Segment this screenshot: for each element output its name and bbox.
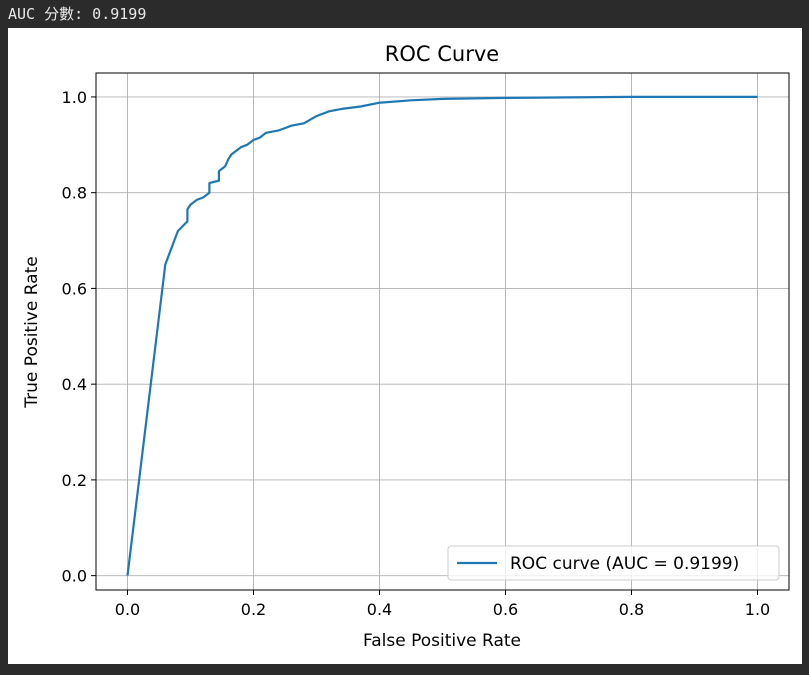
legend-label-roc: ROC curve (AUC = 0.9199)	[510, 554, 739, 574]
grid-lines	[96, 73, 789, 590]
series-line-roc	[126, 95, 758, 576]
y-tick-label: 0.0	[62, 567, 87, 586]
roc-chart: 0.0 0.2 0.4 0.6 0.8 1.0 0.0 0.2 0.4 0.6 0.8 1.0 RO…	[22, 42, 790, 651]
legend: ROC curve (AUC = 0.9199)	[447, 545, 780, 581]
y-tick-label: 0.8	[62, 184, 87, 203]
figure-canvas: 0.0 0.2 0.4 0.6 0.8 1.0 0.0 0.2 0.4 0.6 0.8 1.0 RO…	[8, 28, 802, 664]
y-axis-label: True Positive Rate	[22, 256, 42, 408]
y-tick-label: 0.2	[62, 471, 87, 490]
legend-box	[447, 545, 780, 581]
x-tick-label: 0.8	[619, 600, 644, 619]
x-ticks: 0.0 0.2 0.4 0.6 0.8 1.0	[115, 590, 770, 619]
y-tick-label: 0.6	[62, 279, 87, 298]
x-tick-label: 1.0	[745, 600, 770, 619]
x-axis-label: False Positive Rate	[363, 631, 521, 651]
console-output-line: AUC 分數: 0.9199	[8, 5, 147, 23]
x-tick-label: 0.4	[367, 600, 392, 619]
plot-frame	[95, 72, 790, 591]
y-ticks: 0.0 0.2 0.4 0.6 0.8 1.0	[62, 88, 96, 586]
y-tick-label: 1.0	[62, 88, 87, 107]
y-tick-label: 0.4	[62, 375, 87, 394]
x-tick-label: 0.2	[241, 600, 266, 619]
x-tick-label: 0.6	[493, 600, 518, 619]
x-tick-label: 0.0	[115, 600, 140, 619]
chart-title: ROC Curve	[385, 42, 499, 66]
